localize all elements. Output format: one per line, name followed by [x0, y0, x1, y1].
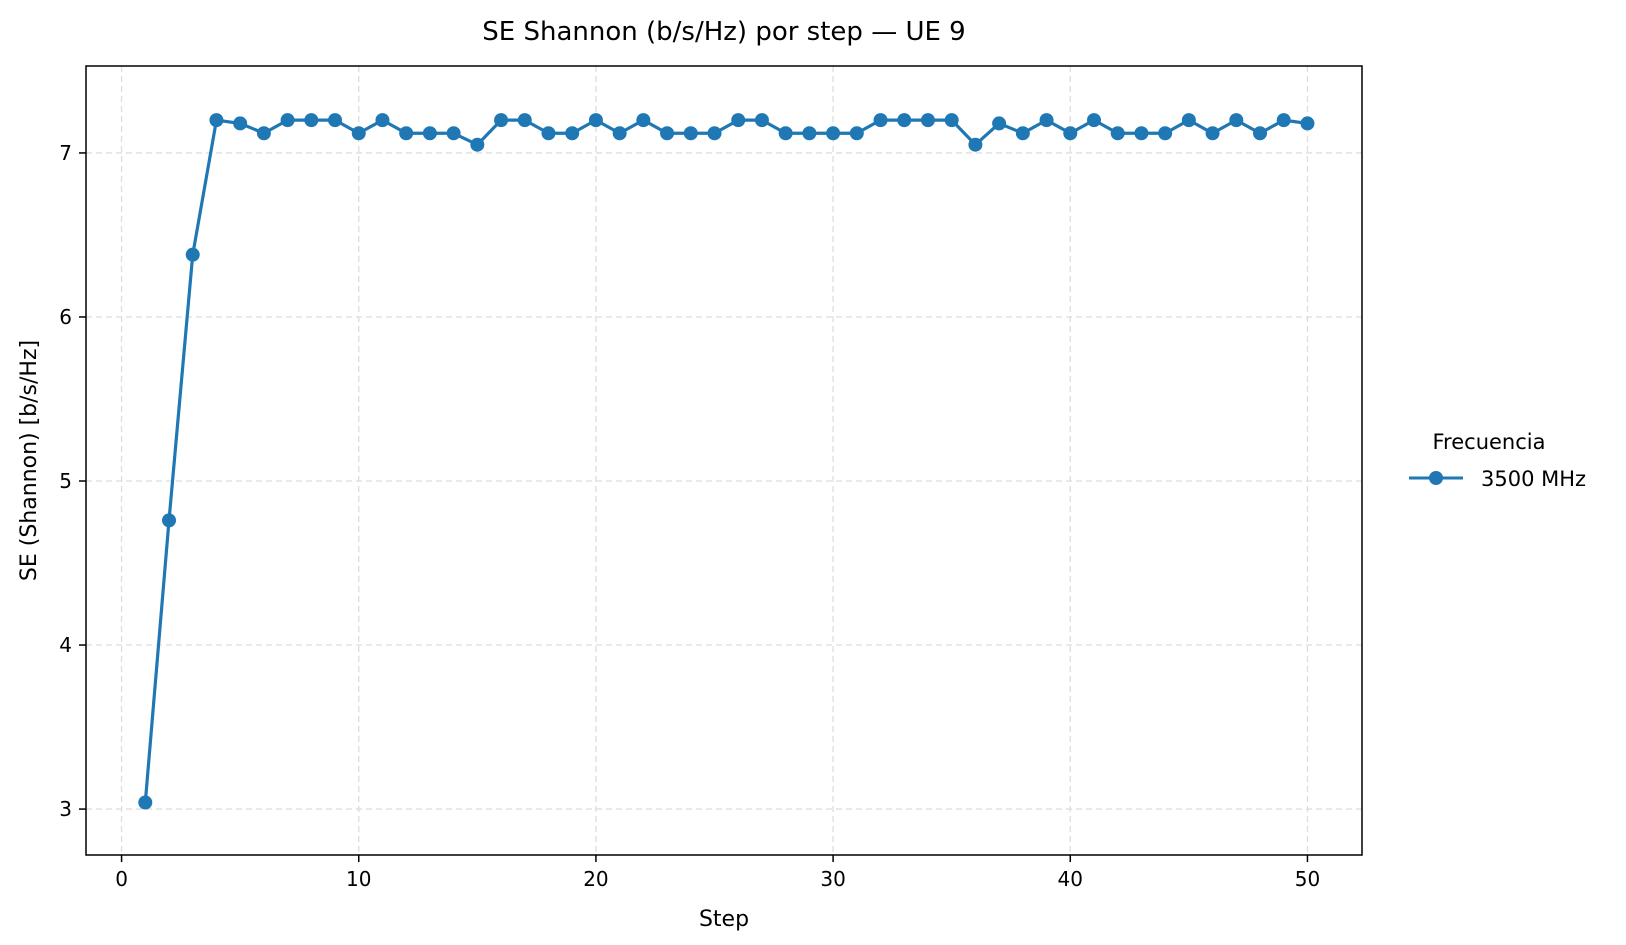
data-point: [1205, 126, 1220, 141]
data-point: [1015, 126, 1030, 141]
data-point: [968, 137, 983, 152]
data-point: [992, 116, 1007, 131]
x-tick-label: 20: [583, 867, 608, 891]
y-tick-label: 6: [59, 305, 72, 329]
data-point: [920, 113, 935, 128]
data-point: [446, 126, 461, 141]
data-point: [754, 113, 769, 128]
data-point: [280, 113, 295, 128]
data-point: [683, 126, 698, 141]
legend: Frecuencia 3500 MHz: [1409, 430, 1586, 491]
data-point: [1134, 126, 1149, 141]
data-point: [1063, 126, 1078, 141]
y-tick-label: 7: [59, 141, 72, 165]
data-point: [802, 126, 817, 141]
data-point: [494, 113, 509, 128]
data-point: [1086, 113, 1101, 128]
data-point: [707, 126, 722, 141]
data-point: [565, 126, 580, 141]
x-tick-label: 40: [1058, 867, 1083, 891]
data-point: [470, 137, 485, 152]
data-point: [351, 126, 366, 141]
data-point: [636, 113, 651, 128]
data-point: [1276, 113, 1291, 128]
y-axis-label: SE (Shannon) [b/s/Hz]: [17, 340, 42, 581]
data-point: [328, 113, 343, 128]
legend-title: Frecuencia: [1433, 430, 1546, 454]
data-point: [162, 513, 177, 528]
data-point: [1300, 116, 1315, 131]
x-tick-label: 0: [115, 867, 128, 891]
data-point: [375, 113, 390, 128]
plot-frame: [85, 65, 1363, 856]
x-tick-label: 10: [346, 867, 371, 891]
data-point: [1181, 113, 1196, 128]
data-point: [612, 126, 627, 141]
data-point: [849, 126, 864, 141]
x-tick-label: 30: [820, 867, 845, 891]
data-point: [399, 126, 414, 141]
data-point: [778, 126, 793, 141]
data-point: [944, 113, 959, 128]
data-point: [1039, 113, 1054, 128]
data-point: [233, 116, 248, 131]
data-point: [588, 113, 603, 128]
data-point: [138, 795, 153, 810]
data-point: [1158, 126, 1173, 141]
y-tick-label: 3: [59, 797, 72, 821]
data-point: [304, 113, 319, 128]
data-point: [660, 126, 675, 141]
data-point: [185, 247, 200, 262]
x-tick-label: 50: [1295, 867, 1320, 891]
data-point: [1110, 126, 1125, 141]
data-point: [541, 126, 556, 141]
data-point: [1253, 126, 1268, 141]
data-point: [422, 126, 437, 141]
grid: [86, 66, 1362, 855]
y-tick-label: 5: [59, 469, 72, 493]
data-point: [897, 113, 912, 128]
data-point: [256, 126, 271, 141]
chart-title: SE Shannon (b/s/Hz) por step — UE 9: [482, 17, 965, 47]
data-point: [517, 113, 532, 128]
data-point: [731, 113, 746, 128]
legend-label: 3500 MHz: [1481, 467, 1586, 491]
y-tick-label: 4: [59, 633, 72, 657]
series-line: [143, 118, 1308, 803]
data-point: [209, 113, 224, 128]
legend-marker: [1429, 471, 1443, 485]
x-axis-label: Step: [699, 907, 749, 932]
data-point: [826, 126, 841, 141]
axis-ticks: 0 10 20 30 40 50 3 4 5 6 7: [59, 141, 1320, 891]
series-layer: [138, 113, 1315, 810]
data-point: [873, 113, 888, 128]
data-point: [1229, 113, 1244, 128]
